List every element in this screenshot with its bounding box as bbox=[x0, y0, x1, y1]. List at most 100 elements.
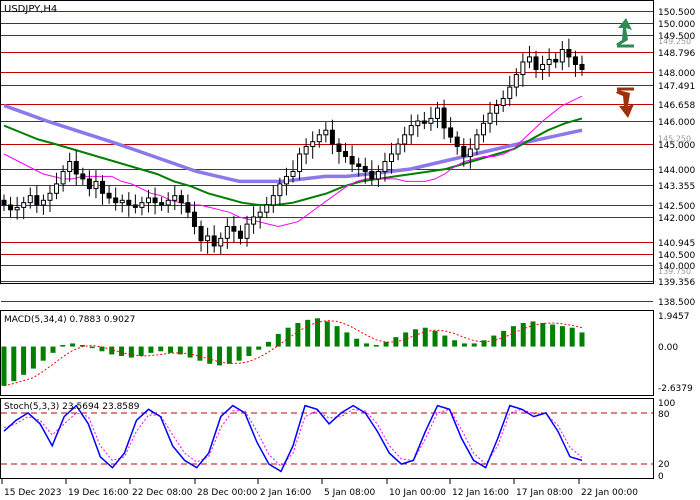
macd-bar bbox=[21, 346, 27, 375]
price-label: 144.000 bbox=[658, 166, 695, 176]
candle-body bbox=[257, 211, 263, 218]
macd-bar bbox=[510, 326, 516, 347]
price-label-bg bbox=[655, 66, 700, 79]
price-label: 139.356 bbox=[658, 278, 695, 288]
candle-body bbox=[191, 211, 197, 227]
candle-body bbox=[579, 63, 585, 70]
price-label-bg bbox=[655, 179, 700, 192]
price-label-bg bbox=[655, 199, 700, 212]
macd-bar bbox=[569, 327, 575, 347]
macd-bar bbox=[432, 330, 438, 347]
candle-body bbox=[14, 206, 20, 211]
candle-body bbox=[277, 183, 283, 197]
price-label-bg bbox=[655, 236, 700, 249]
candle-body bbox=[73, 161, 79, 175]
price-label-faint: 145.250 bbox=[658, 134, 691, 143]
macd-bar bbox=[30, 346, 36, 369]
candle-body bbox=[139, 202, 145, 208]
candle-body bbox=[231, 225, 237, 232]
candle-body bbox=[106, 192, 112, 199]
candle-body bbox=[93, 180, 99, 190]
macd-bar bbox=[481, 340, 487, 347]
candle-body bbox=[395, 143, 401, 155]
stoch-signal-line bbox=[3, 408, 583, 467]
candle-body bbox=[487, 112, 493, 124]
macd-bar bbox=[1, 346, 7, 386]
candle-body bbox=[40, 199, 46, 206]
candle-body bbox=[566, 48, 572, 58]
candle-body bbox=[80, 173, 86, 180]
candle-body bbox=[224, 225, 230, 239]
candle-body bbox=[205, 235, 211, 242]
candle-body bbox=[310, 141, 316, 147]
candle-body bbox=[421, 120, 427, 124]
price-label: 150.500 bbox=[658, 8, 695, 18]
macd-bar bbox=[452, 340, 458, 347]
price-label: 138.500 bbox=[658, 298, 695, 308]
macd-bar bbox=[559, 326, 565, 347]
price-label: 146.000 bbox=[658, 118, 695, 128]
ma-fast-line bbox=[3, 95, 583, 228]
macd-bar bbox=[187, 346, 193, 358]
price-label: 140.500 bbox=[658, 251, 695, 261]
time-label: 28 Dec 00:00 bbox=[197, 488, 258, 498]
price-label: 150.000 bbox=[658, 20, 695, 30]
candle-body bbox=[520, 61, 526, 76]
candle-body bbox=[343, 151, 349, 157]
macd-bar bbox=[540, 323, 546, 347]
macd-axis-label: -2.6379 bbox=[658, 384, 693, 394]
macd-bar bbox=[305, 319, 311, 347]
candles bbox=[1, 38, 585, 255]
macd-bar bbox=[256, 346, 262, 350]
macd-bar bbox=[50, 346, 56, 353]
candle-body bbox=[244, 223, 250, 239]
price-label-bg bbox=[655, 275, 700, 288]
candle-body bbox=[198, 225, 204, 242]
price-label-bg bbox=[655, 163, 700, 176]
candle-body bbox=[533, 56, 539, 70]
macd-bar bbox=[442, 335, 448, 347]
time-axis: 15 Dec 2023 19 Dec 16:00 22 Dec 08:00 28 De… bbox=[1, 479, 638, 498]
candle-body bbox=[126, 199, 132, 206]
macd-bar bbox=[128, 346, 134, 358]
price-label-bg bbox=[655, 98, 700, 111]
candle-body bbox=[435, 107, 440, 119]
candle-body bbox=[178, 195, 184, 204]
price-label-bg bbox=[655, 211, 700, 224]
macd-bar bbox=[226, 346, 232, 364]
candle-body bbox=[415, 120, 421, 127]
macd-bar bbox=[148, 346, 154, 353]
price-label-bg bbox=[655, 259, 700, 272]
price-label: 140.945 bbox=[658, 239, 695, 249]
stoch-panel-border bbox=[0, 398, 654, 479]
candle-body bbox=[21, 202, 27, 208]
candle-body bbox=[211, 235, 217, 247]
macd-bar bbox=[373, 344, 379, 347]
candle-body bbox=[303, 146, 309, 155]
candle-body bbox=[356, 163, 362, 167]
price-label-bg bbox=[655, 29, 700, 42]
candle-body bbox=[382, 161, 388, 172]
price-label-faint: 149.250 bbox=[658, 37, 691, 46]
candle-body bbox=[165, 199, 171, 206]
macd-bar bbox=[295, 323, 301, 347]
candle-body bbox=[428, 117, 434, 124]
macd-bar bbox=[354, 338, 360, 347]
macd-bar bbox=[334, 326, 340, 347]
candle-body bbox=[8, 204, 14, 211]
candle-body bbox=[218, 237, 224, 247]
time-label: 22 Jan 00:00 bbox=[581, 488, 638, 498]
price-label: 145.000 bbox=[658, 141, 695, 151]
macd-bar bbox=[344, 332, 350, 347]
macd-bar bbox=[11, 346, 17, 382]
candle-body bbox=[369, 170, 375, 180]
macd-bar bbox=[363, 343, 369, 347]
candle-body bbox=[67, 161, 73, 172]
candle-body bbox=[86, 178, 92, 190]
candle-body bbox=[480, 122, 486, 136]
macd-bar bbox=[491, 335, 497, 347]
time-label: 17 Jan 08:00 bbox=[516, 488, 573, 498]
candle-body bbox=[474, 134, 480, 150]
price-label-bg bbox=[655, 17, 700, 30]
